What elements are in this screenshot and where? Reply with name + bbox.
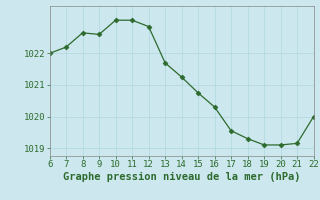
X-axis label: Graphe pression niveau de la mer (hPa): Graphe pression niveau de la mer (hPa) (63, 172, 300, 182)
